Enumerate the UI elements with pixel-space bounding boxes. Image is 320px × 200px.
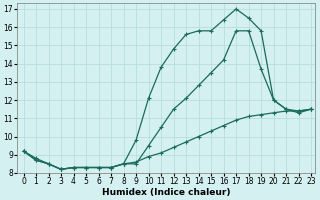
X-axis label: Humidex (Indice chaleur): Humidex (Indice chaleur) xyxy=(102,188,230,197)
